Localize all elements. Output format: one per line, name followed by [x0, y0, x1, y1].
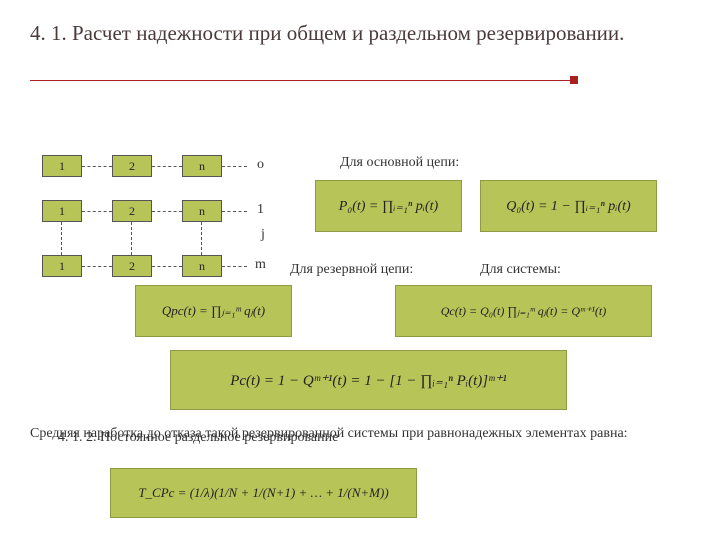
hconn [152, 166, 182, 168]
row-label-o: o [257, 157, 264, 173]
row-label-m: m [255, 257, 266, 273]
node-r1-c2: n [182, 200, 222, 222]
vconn [131, 222, 133, 255]
formula-p0: P₀(t) = ∏ᵢ₌₁ⁿ pᵢ(t) [315, 180, 462, 232]
hconn [82, 166, 112, 168]
node-r1-c0: 1 [42, 200, 82, 222]
hconn [82, 211, 112, 213]
node-r2-c2: n [182, 255, 222, 277]
formula-pc: Pc(t) = 1 − Qᵐ⁺¹(t) = 1 − [1 − ∏ᵢ₌₁ⁿ Pᵢ(… [170, 350, 567, 410]
hconn [222, 266, 247, 268]
vconn [201, 222, 203, 255]
row-label-1: 1 [257, 202, 264, 218]
label-reserve-chain: Для резервной цепи: [290, 262, 413, 278]
node-r0-c1: 2 [112, 155, 152, 177]
hconn [152, 211, 182, 213]
formula-tcpc: T_CPc = (1/λ)(1/N + 1/(N+1) + … + 1/(N+M… [110, 468, 417, 518]
vconn [61, 222, 63, 255]
overlay-section-title: 4. 1. 2. Постоянное раздельное резервиро… [58, 430, 338, 446]
formula-qc: Qc(t) = Q₀(t) ∏ⱼ₌₁ᵐ qⱼ(t) = Qᵐ⁺¹(t) [395, 285, 652, 337]
label-system: Для системы: [480, 262, 561, 278]
label-main-chain: Для основной цепи: [340, 155, 459, 171]
title-underline [30, 80, 570, 81]
formula-q0: Q₀(t) = 1 − ∏ᵢ₌₁ⁿ pᵢ(t) [480, 180, 657, 232]
node-r2-c0: 1 [42, 255, 82, 277]
hconn [222, 166, 247, 168]
hconn [222, 211, 247, 213]
formula-qrc: Qрс(t) = ∏ⱼ₌₁ᵐ qⱼ(t) [135, 285, 292, 337]
node-r1-c1: 2 [112, 200, 152, 222]
reliability-diagram: 1 2 n 1 2 n 1 2 n o 1 j m [42, 155, 292, 305]
title-corner-square [570, 76, 578, 84]
hconn [82, 266, 112, 268]
hconn [152, 266, 182, 268]
node-r0-c0: 1 [42, 155, 82, 177]
row-label-j: j [261, 227, 265, 243]
node-r0-c2: n [182, 155, 222, 177]
page-title: 4. 1. Расчет надежности при общем и разд… [30, 20, 670, 47]
node-r2-c1: 2 [112, 255, 152, 277]
